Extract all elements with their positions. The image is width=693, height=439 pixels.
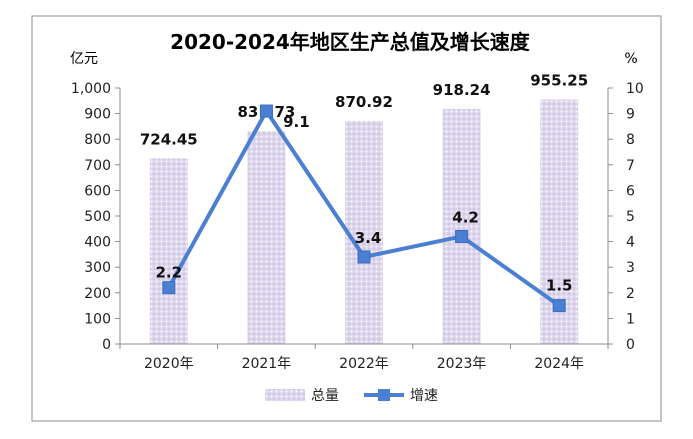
legend-marker-growth — [378, 389, 390, 401]
bar-2 — [247, 131, 286, 344]
bar-3 — [345, 121, 383, 344]
bar-value-label: 724.45 — [140, 131, 198, 149]
x-tick-label: 2021年 — [242, 356, 292, 372]
growth-marker-3 — [357, 250, 371, 264]
growth-value-label: 2.2 — [156, 264, 183, 282]
y-left-tick-label: 100 — [84, 311, 111, 327]
bar-1 — [149, 158, 188, 344]
growth-marker-4 — [455, 229, 469, 243]
y-left-tick-label: 900 — [84, 107, 111, 123]
bar-4 — [442, 108, 481, 344]
y-left-unit: 亿元 — [70, 51, 98, 67]
y-left-tick-label: 600 — [84, 183, 111, 199]
y-right-tick-label: 9 — [626, 107, 635, 123]
chart-frame — [31, 15, 662, 422]
y-left-tick-label: 500 — [84, 209, 111, 225]
y-left-tick-label: 0 — [102, 337, 111, 353]
legend-label-total: 总量 — [311, 388, 339, 404]
x-tick-label: 2022年 — [339, 356, 389, 372]
bar-value-label: 918.24 — [433, 81, 491, 99]
x-tick-label: 2024年 — [534, 356, 584, 372]
y-right-tick-label: 2 — [626, 286, 635, 302]
y-right-tick-label: 1 — [626, 311, 635, 327]
y-right-tick-label: 5 — [626, 209, 635, 225]
bar-value-label: 955.25 — [530, 71, 588, 89]
legend-label-growth: 增速 — [410, 388, 438, 404]
growth-value-label: 1.5 — [546, 277, 573, 295]
chart-title: 2020-2024年地区生产总值及增长速度 — [170, 30, 531, 54]
y-left-tick-label: 300 — [84, 260, 111, 276]
legend-swatch-total — [265, 389, 305, 401]
y-right-tick-label: 4 — [626, 235, 635, 251]
growth-value-label: 3.4 — [355, 229, 382, 247]
y-right-tick-label: 3 — [626, 260, 635, 276]
y-right-tick-label: 6 — [626, 183, 635, 199]
x-tick-label: 2023年 — [437, 356, 487, 372]
y-right-unit: % — [624, 51, 637, 67]
growth-marker-5 — [552, 299, 566, 313]
growth-marker-1 — [162, 281, 176, 295]
growth-value-label: 9.1 — [283, 113, 310, 131]
y-left-tick-label: 200 — [84, 286, 111, 302]
y-right-tick-label: 8 — [626, 132, 635, 148]
y-right-tick-label: 7 — [626, 158, 635, 174]
growth-marker-2 — [259, 104, 273, 118]
plot-area: 0 100 200 300 400 500 600 700 800 900 1,000 0 1 2 3 4 5 6… — [71, 71, 644, 404]
y-left-tick-label: 800 — [84, 132, 111, 148]
y-right-tick-label: 10 — [626, 81, 644, 97]
growth-value-label: 4.2 — [452, 208, 479, 226]
bar-value-label: 870.92 — [335, 93, 393, 111]
x-tick-label: 2020年 — [144, 356, 194, 372]
y-right-tick-label: 0 — [626, 337, 635, 353]
y-left-tick-label: 1,000 — [71, 81, 111, 97]
y-left-tick-label: 700 — [84, 158, 111, 174]
y-left-tick-label: 400 — [84, 235, 111, 251]
